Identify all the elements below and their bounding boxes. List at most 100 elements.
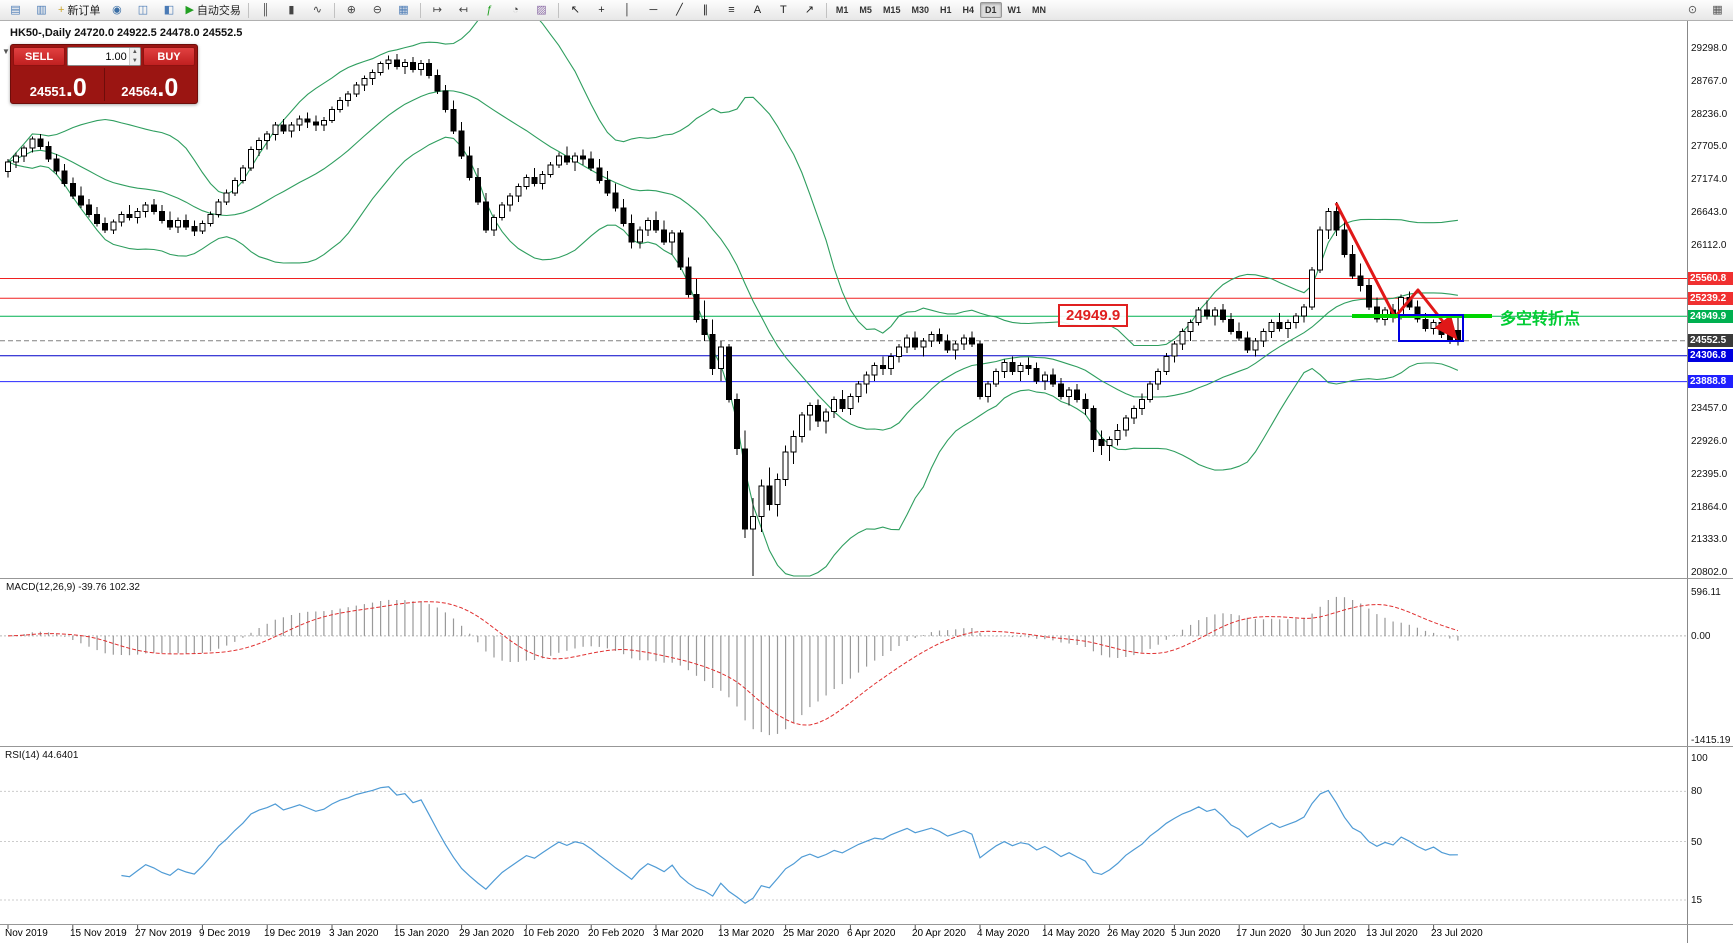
vertical-line-icon[interactable]: │ <box>615 1 640 20</box>
pane-separator[interactable] <box>0 924 1733 925</box>
date-label: 19 Dec 2019 <box>264 928 321 939</box>
date-label: 13 Mar 2020 <box>718 928 775 939</box>
autotrading-icon: ▶ <box>185 3 194 16</box>
new-order-icon-label: 新订单 <box>67 5 101 17</box>
date-label: 23 Jul 2020 <box>1431 928 1483 939</box>
scale-tick: 596.11 <box>1691 587 1721 598</box>
scale-tick: 22926.0 <box>1691 436 1728 447</box>
arrows-icon[interactable]: ↗ <box>797 1 822 20</box>
templates-icon[interactable]: ▨ <box>529 1 554 20</box>
toolbar-separator <box>419 2 421 18</box>
date-axis[interactable]: Nov 2019 15 Nov 2019 27 Nov 2019 9 Dec 2019… <box>0 925 1687 943</box>
support-line-segment[interactable] <box>1352 314 1492 318</box>
new-order-icon: + <box>58 3 65 16</box>
turning-point-label[interactable]: 多空转折点 <box>1500 311 1581 328</box>
buy-button[interactable]: BUY <box>143 47 195 66</box>
price-callout[interactable]: 24949.9 <box>1058 304 1129 327</box>
buy-price[interactable]: 24564.0 <box>121 74 179 102</box>
sell-button[interactable]: SELL <box>13 47 65 66</box>
new-order-icon[interactable]: + 新订单 <box>55 1 103 20</box>
timeframe-m5[interactable]: M5 <box>859 5 872 15</box>
pane-separator[interactable] <box>0 578 1733 579</box>
date-label: 27 Nov 2019 <box>135 928 192 939</box>
toolbar-separator <box>825 2 827 18</box>
macd-signal-line <box>7 601 1459 726</box>
timeframe-mn[interactable]: MN <box>1032 5 1047 15</box>
date-ticks <box>7 925 1435 929</box>
cursor-icon[interactable]: ↖ <box>563 1 588 20</box>
tile-windows-icon[interactable]: ▦ <box>391 1 416 20</box>
timeframe-m1[interactable]: M1 <box>835 5 849 15</box>
highlight-box[interactable] <box>1398 314 1464 342</box>
new-chart-icon[interactable]: ▤ <box>3 1 28 20</box>
scale-tick: 29298.0 <box>1691 43 1728 54</box>
date-label: 17 Jun 2020 <box>1236 928 1292 939</box>
window-layout-icon[interactable]: ▦ <box>1705 1 1730 20</box>
chart-info-line: HK50-,Daily 24720.0 24922.5 24478.0 2455… <box>10 27 243 39</box>
scale-tick: 21333.0 <box>1691 534 1728 545</box>
panel-collapse-icon[interactable]: ▼ <box>2 47 10 56</box>
volume-input[interactable] <box>68 48 129 65</box>
text-icon: A <box>753 3 762 16</box>
channel-icon: ∥ <box>702 3 709 16</box>
timeframe-d1[interactable]: D1 <box>980 2 1002 18</box>
volume-down-icon[interactable]: ▼ <box>129 56 140 65</box>
chart-profiles-icon[interactable]: ▥ <box>29 1 54 20</box>
horizontal-line-icon: ─ <box>649 3 658 16</box>
zoom-in-icon[interactable]: ⊕ <box>339 1 364 20</box>
text-label-icon[interactable]: T <box>771 1 796 20</box>
chart-shift-icon[interactable]: ↤ <box>451 1 476 20</box>
timeframe-w1[interactable]: W1 <box>1007 5 1022 15</box>
line-chart-icon[interactable]: ∿ <box>305 1 330 20</box>
zoom-out-icon: ⊖ <box>372 3 383 16</box>
date-label: 4 May 2020 <box>977 928 1030 939</box>
autotrading-icon[interactable]: ▶ 自动交易 <box>182 1 243 20</box>
trend-arrow[interactable] <box>1334 202 1458 341</box>
candlestick-icon[interactable]: ▮ <box>279 1 304 20</box>
search-icon[interactable]: ⊙ <box>1680 1 1705 20</box>
volume-spinner: ▲ ▼ <box>128 48 140 65</box>
timeframe-h1[interactable]: H1 <box>939 5 952 15</box>
horizontal-lines[interactable] <box>0 278 1687 383</box>
periods-icon[interactable]: ◔ <box>503 1 528 20</box>
trendline-icon: ╱ <box>676 3 683 16</box>
channel-icon[interactable]: ∥ <box>693 1 718 20</box>
auto-scroll-icon: ↦ <box>432 3 443 16</box>
sell-price[interactable]: 24551.0 <box>29 74 87 102</box>
zoom-out-icon[interactable]: ⊖ <box>365 1 390 20</box>
data-window-icon: ◧ <box>163 3 175 16</box>
horizontal-line-icon[interactable]: ─ <box>641 1 666 20</box>
scale-tick: 26112.0 <box>1691 240 1727 251</box>
bar-chart-icon[interactable]: ║ <box>253 1 278 20</box>
trendline-icon[interactable]: ╱ <box>667 1 692 20</box>
timeframe-m30[interactable]: M30 <box>911 5 929 15</box>
scale-tick: 100 <box>1691 753 1708 764</box>
scale-tick: 28767.0 <box>1691 76 1728 87</box>
indicators-icon[interactable]: ƒ <box>477 1 502 20</box>
fibonacci-icon[interactable]: ≡ <box>719 1 744 20</box>
price-line-label: 25560.8 <box>1688 272 1733 285</box>
indicators-icon: ƒ <box>486 3 493 16</box>
timeframe-h4[interactable]: H4 <box>962 5 974 15</box>
pane-separator[interactable] <box>0 746 1733 747</box>
metaquotes-community-icon[interactable]: ◉ <box>104 1 129 20</box>
market-watch-icon[interactable]: ◫ <box>130 1 155 20</box>
price-line-label: 23888.8 <box>1688 375 1733 388</box>
data-window-icon[interactable]: ◧ <box>156 1 181 20</box>
price-scale[interactable]: 29298.0 28767.0 28236.0 27705.0 27174.0 26643… <box>1687 0 1733 943</box>
candlestick-icon: ▮ <box>288 3 295 16</box>
crosshair-icon[interactable]: + <box>589 1 614 20</box>
scale-tick: 22395.0 <box>1691 469 1728 480</box>
text-icon[interactable]: A <box>745 1 770 20</box>
timeframe-m15[interactable]: M15 <box>882 5 901 15</box>
auto-scroll-icon[interactable]: ↦ <box>425 1 450 20</box>
macd-label: MACD(12,26,9) -39.76 102.32 <box>6 582 140 593</box>
date-label: 15 Jan 2020 <box>394 928 450 939</box>
price-line-label: 24306.8 <box>1688 349 1733 362</box>
chart-profiles-icon: ▥ <box>36 3 47 16</box>
volume-up-icon[interactable]: ▲ <box>129 48 140 57</box>
date-label: 20 Apr 2020 <box>912 928 966 939</box>
